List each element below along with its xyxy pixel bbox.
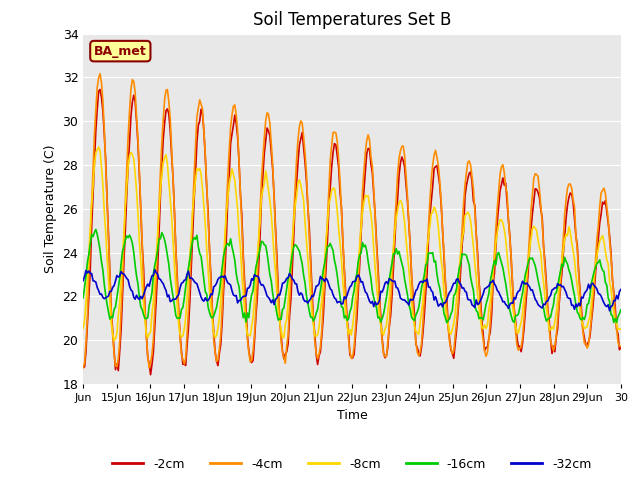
-2cm [358, 205, 366, 211]
-32cm [544, 298, 552, 304]
Line: -32cm: -32cm [83, 270, 621, 311]
-4cm [99, 97, 107, 103]
-16cm [465, 263, 473, 268]
-4cm [79, 365, 87, 371]
-4cm [116, 339, 124, 345]
-2cm [616, 347, 623, 352]
-4cm [145, 365, 153, 371]
-4cm [465, 158, 473, 164]
Legend: -2cm, -4cm, -8cm, -16cm, -32cm: -2cm, -4cm, -8cm, -16cm, -32cm [107, 453, 597, 476]
-32cm [357, 279, 365, 285]
-4cm [617, 344, 625, 349]
-16cm [79, 295, 87, 300]
-2cm [116, 348, 124, 354]
-4cm [616, 343, 623, 349]
X-axis label: Time: Time [337, 408, 367, 421]
Line: -4cm: -4cm [83, 73, 621, 368]
Line: -8cm: -8cm [83, 147, 621, 341]
-32cm [616, 289, 623, 295]
-32cm [617, 287, 625, 292]
-32cm [79, 277, 87, 283]
Y-axis label: Soil Temperature (C): Soil Temperature (C) [44, 144, 57, 273]
-2cm [465, 170, 473, 176]
-8cm [465, 212, 473, 217]
-16cm [92, 227, 100, 232]
-8cm [117, 278, 125, 284]
-2cm [545, 318, 553, 324]
-2cm [79, 364, 87, 370]
-32cm [151, 267, 159, 273]
-16cm [116, 276, 124, 281]
-8cm [110, 338, 118, 344]
-4cm [545, 327, 553, 333]
Title: Soil Temperatures Set B: Soil Temperatures Set B [253, 11, 451, 29]
-8cm [617, 326, 625, 332]
-8cm [545, 326, 553, 332]
Text: BA_met: BA_met [94, 45, 147, 58]
-4cm [358, 188, 366, 194]
-32cm [98, 291, 106, 297]
-2cm [99, 108, 107, 113]
-8cm [99, 181, 107, 187]
-32cm [115, 274, 122, 280]
-32cm [605, 308, 613, 313]
-8cm [358, 208, 366, 214]
-16cm [443, 320, 451, 325]
-16cm [617, 307, 625, 313]
-8cm [79, 325, 87, 331]
-16cm [99, 267, 107, 273]
-16cm [616, 311, 623, 317]
-16cm [545, 315, 553, 321]
-8cm [616, 326, 623, 332]
-8cm [95, 144, 102, 150]
-4cm [96, 71, 104, 76]
-2cm [96, 86, 104, 92]
-16cm [357, 250, 365, 256]
Line: -2cm: -2cm [83, 89, 621, 375]
-2cm [617, 345, 625, 351]
-2cm [147, 372, 154, 378]
Line: -16cm: -16cm [83, 229, 621, 323]
-32cm [464, 296, 472, 302]
